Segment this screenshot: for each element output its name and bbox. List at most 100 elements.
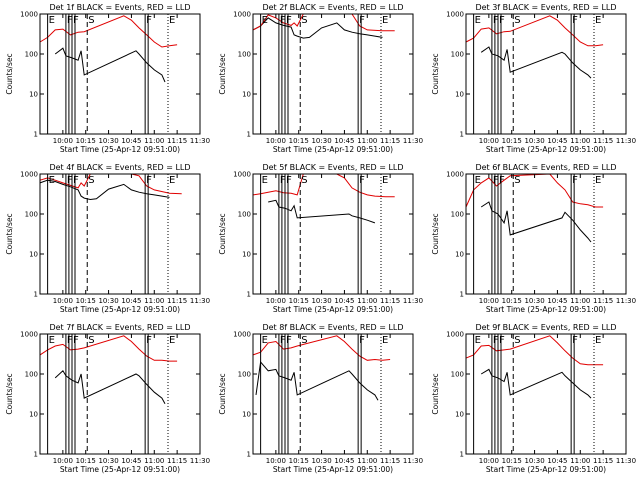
chart-panel: Det 4f BLACK = Events, RED = LLD E F F S F E 10… bbox=[0, 160, 213, 320]
event-marker-label: F bbox=[73, 175, 79, 186]
event-marker-label: S bbox=[88, 175, 94, 186]
x-tick-label: 11:15 bbox=[593, 137, 613, 145]
chart-panel: Det 1f BLACK = Events, RED = LLD E F F S F E 10… bbox=[0, 0, 213, 160]
y-tick-label: 1 bbox=[34, 451, 38, 459]
x-axis-label: Start Time (25-Apr-12 09:51:00) bbox=[60, 305, 180, 314]
x-tick-label: 11:15 bbox=[593, 457, 613, 465]
x-tick-label: 10:30 bbox=[311, 137, 331, 145]
x-tick-label: 11:00 bbox=[144, 137, 164, 145]
event-marker-label: F bbox=[493, 175, 499, 186]
event-marker-label: E bbox=[475, 175, 481, 186]
chart-panel: Det 6f BLACK = Events, RED = LLD E F F S F E 10… bbox=[426, 160, 639, 320]
event-marker-label: F bbox=[286, 335, 292, 346]
series-line bbox=[39, 15, 178, 48]
x-tick-label: 10:00 bbox=[479, 297, 499, 305]
y-tick-label: 1000 bbox=[20, 171, 38, 179]
y-tick-label: 10 bbox=[242, 91, 251, 99]
plot-frame bbox=[252, 13, 414, 135]
x-axis-label: Start Time (25-Apr-12 09:51:00) bbox=[60, 145, 180, 154]
chart-title: Det 3f BLACK = Events, RED = LLD bbox=[475, 3, 616, 12]
event-marker-label: E bbox=[169, 15, 175, 26]
x-axis-label: Start Time (25-Apr-12 09:51:00) bbox=[60, 465, 180, 474]
y-tick-label: 1000 bbox=[233, 171, 251, 179]
event-marker-label: F bbox=[572, 335, 578, 346]
x-tick-label: 10:45 bbox=[547, 297, 567, 305]
event-marker-label: F bbox=[146, 15, 152, 26]
x-tick-label: 10:15 bbox=[502, 457, 522, 465]
y-tick-label: 100 bbox=[451, 51, 464, 59]
x-tick-label: 10:45 bbox=[121, 457, 141, 465]
y-tick-label: 1 bbox=[34, 131, 38, 139]
x-tick-label: 10:00 bbox=[479, 137, 499, 145]
x-tick-label: 10:15 bbox=[76, 457, 96, 465]
x-axis-label: Start Time (25-Apr-12 09:51:00) bbox=[486, 145, 606, 154]
y-tick-label: 1000 bbox=[233, 331, 251, 339]
y-tick-label: 1 bbox=[247, 451, 251, 459]
chart-title: Det 6f BLACK = Events, RED = LLD bbox=[475, 163, 616, 172]
event-marker-label: E bbox=[262, 15, 268, 26]
y-tick-label: 10 bbox=[242, 411, 251, 419]
event-marker-label: S bbox=[301, 175, 307, 186]
y-tick-label: 100 bbox=[25, 371, 38, 379]
y-tick-label: 1000 bbox=[233, 11, 251, 19]
event-marker-label: E bbox=[262, 175, 268, 186]
x-tick-label: 10:00 bbox=[479, 457, 499, 465]
y-tick-label: 1 bbox=[34, 291, 38, 299]
plot-frame bbox=[39, 13, 201, 135]
event-marker-label: F bbox=[499, 175, 505, 186]
series-line bbox=[268, 199, 376, 224]
x-tick-label: 11:00 bbox=[144, 457, 164, 465]
x-tick-label: 10:15 bbox=[289, 297, 309, 305]
x-tick-label: 10:00 bbox=[266, 457, 286, 465]
plot-frame bbox=[39, 333, 201, 455]
event-marker-label: E bbox=[49, 335, 55, 346]
x-tick-label: 10:45 bbox=[121, 297, 141, 305]
y-tick-label: 1 bbox=[247, 131, 251, 139]
x-tick-label: 10:45 bbox=[334, 137, 354, 145]
event-marker-label: E bbox=[382, 175, 388, 186]
x-tick-label: 10:15 bbox=[289, 457, 309, 465]
x-tick-label: 11:15 bbox=[167, 297, 187, 305]
series-line bbox=[465, 15, 604, 47]
x-tick-label: 11:30 bbox=[616, 137, 636, 145]
series-line bbox=[39, 335, 178, 362]
y-tick-label: 1000 bbox=[446, 331, 464, 339]
event-marker-label: S bbox=[514, 175, 520, 186]
y-axis-label: Counts/sec bbox=[5, 213, 14, 254]
event-marker-label: E bbox=[475, 335, 481, 346]
chart-title: Det 7f BLACK = Events, RED = LLD bbox=[49, 323, 190, 332]
y-axis-label: Counts/sec bbox=[431, 213, 440, 254]
y-axis-label: Counts/sec bbox=[431, 373, 440, 414]
x-axis-label: Start Time (25-Apr-12 09:51:00) bbox=[273, 465, 393, 474]
event-marker-label: E bbox=[382, 15, 388, 26]
y-tick-label: 1 bbox=[460, 291, 464, 299]
event-marker-label: E bbox=[49, 15, 55, 26]
x-tick-label: 11:00 bbox=[144, 297, 164, 305]
x-tick-label: 10:30 bbox=[524, 137, 544, 145]
x-tick-label: 10:30 bbox=[311, 297, 331, 305]
plot-frame bbox=[39, 173, 201, 295]
x-tick-label: 10:15 bbox=[502, 137, 522, 145]
series-line bbox=[465, 335, 604, 366]
event-marker-label: E bbox=[595, 335, 601, 346]
series-line bbox=[255, 360, 379, 401]
x-tick-label: 11:30 bbox=[403, 457, 423, 465]
event-marker-label: S bbox=[514, 15, 520, 26]
event-marker-label: S bbox=[301, 335, 307, 346]
x-tick-label: 11:15 bbox=[380, 457, 400, 465]
chart-panel: Det 5f BLACK = Events, RED = LLD E F F S F E 10… bbox=[213, 160, 426, 320]
x-tick-label: 10:30 bbox=[311, 457, 331, 465]
y-tick-label: 1000 bbox=[446, 11, 464, 19]
x-tick-label: 10:30 bbox=[524, 457, 544, 465]
series-line bbox=[252, 335, 391, 361]
x-tick-label: 10:30 bbox=[98, 297, 118, 305]
y-tick-label: 10 bbox=[29, 251, 38, 259]
x-tick-label: 11:15 bbox=[380, 297, 400, 305]
y-tick-label: 1 bbox=[460, 131, 464, 139]
chart-title: Det 1f BLACK = Events, RED = LLD bbox=[49, 3, 190, 12]
y-tick-label: 100 bbox=[238, 51, 251, 59]
